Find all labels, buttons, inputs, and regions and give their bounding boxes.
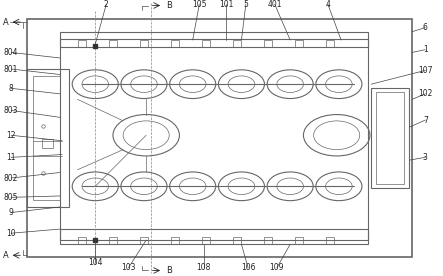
Text: 2: 2	[104, 0, 109, 9]
Bar	[78, 40, 86, 47]
Text: 803: 803	[4, 106, 18, 115]
Bar	[33, 76, 60, 200]
Bar	[109, 237, 117, 244]
Bar	[202, 40, 210, 47]
Bar	[326, 237, 334, 244]
Bar	[233, 40, 241, 47]
Text: B: B	[166, 1, 172, 10]
Text: 10: 10	[6, 229, 16, 238]
Text: 104: 104	[88, 258, 102, 267]
Text: 109: 109	[270, 263, 284, 272]
Bar	[140, 40, 148, 47]
Text: 101: 101	[219, 0, 233, 9]
Bar	[171, 40, 179, 47]
Text: 12: 12	[6, 131, 16, 140]
Bar	[42, 139, 53, 148]
Text: 106: 106	[241, 263, 255, 272]
Text: A: A	[3, 251, 8, 260]
Bar	[326, 40, 334, 47]
Text: 108: 108	[197, 263, 211, 272]
Bar	[376, 92, 404, 184]
Text: 801: 801	[4, 65, 18, 73]
Text: 1: 1	[423, 45, 427, 54]
Bar	[233, 237, 241, 244]
Text: 4: 4	[325, 0, 330, 9]
Text: 804: 804	[4, 48, 18, 57]
Bar	[60, 39, 368, 240]
Bar	[264, 40, 272, 47]
Text: 11: 11	[6, 153, 16, 162]
Text: A: A	[3, 18, 8, 26]
Text: 3: 3	[423, 153, 428, 162]
Bar	[109, 40, 117, 47]
Text: 5: 5	[243, 0, 249, 9]
Text: 8: 8	[9, 84, 13, 93]
Text: 107: 107	[418, 66, 432, 75]
Bar	[27, 19, 412, 257]
Text: 102: 102	[418, 89, 432, 98]
Bar	[60, 32, 368, 47]
Bar	[371, 88, 409, 188]
Bar	[171, 237, 179, 244]
Text: B: B	[166, 266, 172, 275]
Text: 103: 103	[121, 263, 136, 272]
Bar	[295, 40, 303, 47]
Bar	[264, 237, 272, 244]
Text: 9: 9	[8, 208, 14, 217]
Text: 7: 7	[423, 116, 428, 124]
Bar	[202, 237, 210, 244]
Bar	[140, 237, 148, 244]
Bar	[295, 237, 303, 244]
Bar	[78, 237, 86, 244]
Bar	[60, 229, 368, 244]
Text: 802: 802	[4, 174, 18, 182]
Text: 105: 105	[192, 0, 206, 9]
Bar	[27, 69, 69, 207]
Text: 805: 805	[4, 193, 18, 202]
Text: 401: 401	[268, 0, 282, 9]
Text: 6: 6	[423, 23, 428, 32]
